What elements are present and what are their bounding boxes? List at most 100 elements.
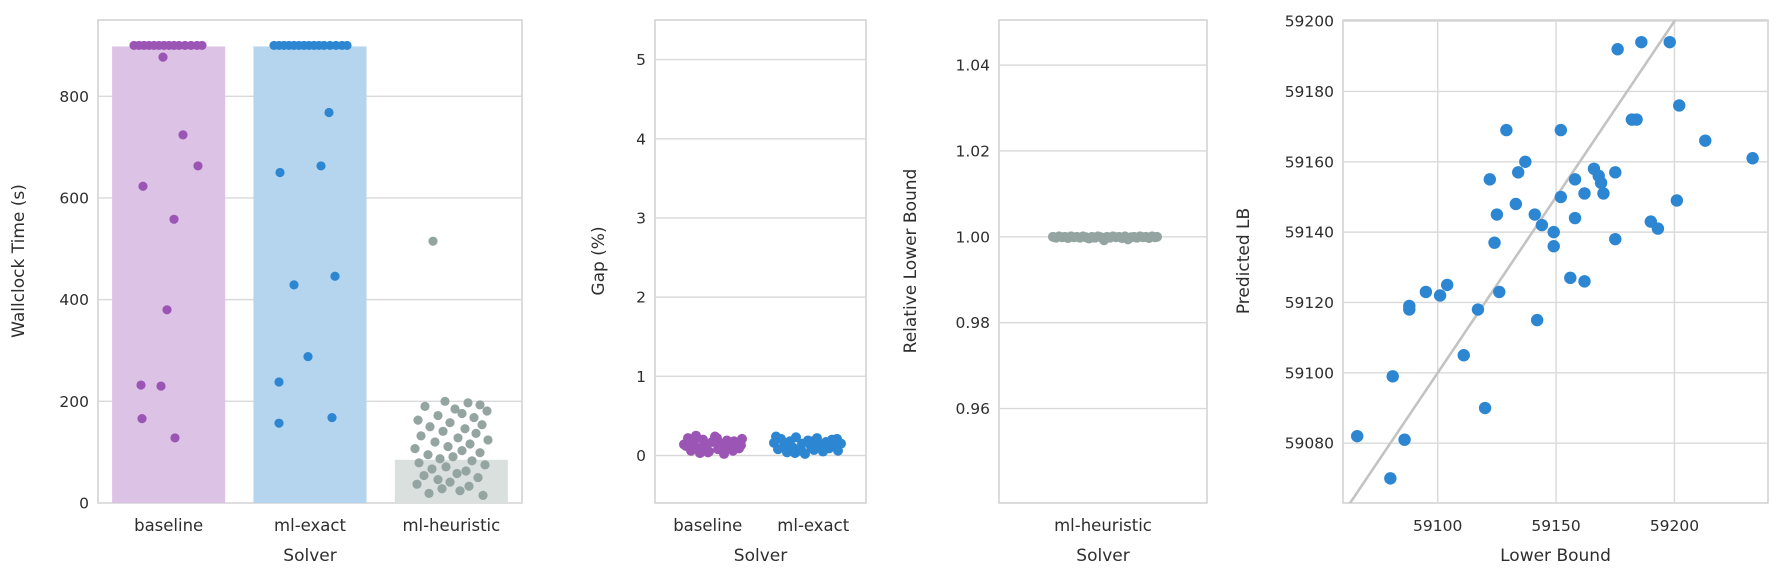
- data-point: [324, 107, 334, 118]
- data-point: [1488, 236, 1501, 249]
- data-point: [136, 380, 146, 390]
- data-point: [478, 490, 488, 500]
- data-point: [428, 236, 438, 246]
- y-tick-label: 800: [59, 88, 89, 106]
- data-point: [1403, 303, 1416, 316]
- x-tick-label: baseline: [673, 516, 742, 535]
- x-axis-label: Solver: [1076, 546, 1129, 566]
- data-point: [275, 167, 285, 178]
- chart-wallclock: 0 200 400 600 800 baseline ml-exact ml-heuristi…: [9, 19, 523, 566]
- data-point: [1635, 35, 1648, 49]
- data-point: [457, 408, 467, 419]
- data-point: [440, 396, 450, 406]
- data-point: [1457, 349, 1470, 362]
- data-point: [1554, 123, 1568, 137]
- data-point: [330, 271, 340, 281]
- data-point: [1670, 194, 1684, 207]
- data-point: [463, 398, 473, 408]
- data-point: [1547, 239, 1560, 253]
- data-point: [1535, 218, 1549, 232]
- data-point: [1746, 152, 1759, 165]
- plot-area: [654, 19, 867, 504]
- data-point: [790, 448, 800, 459]
- data-point: [685, 437, 695, 448]
- x-axis-label: Lower Bound: [1500, 546, 1611, 566]
- data-point: [471, 428, 481, 438]
- data-point: [1630, 113, 1643, 126]
- data-point: [327, 412, 337, 423]
- y-tick-label: 59080: [1285, 435, 1334, 453]
- data-point: [445, 477, 455, 487]
- data-point: [162, 305, 172, 315]
- data-point: [433, 410, 443, 421]
- data-point: [158, 52, 168, 62]
- data-point: [465, 439, 475, 449]
- data-point: [1493, 285, 1506, 299]
- data-point: [316, 161, 326, 171]
- data-point: [1490, 208, 1504, 221]
- chart-scatter: 59080 59100 59120 59140 59160 59180 59200 59100…: [1234, 13, 1769, 566]
- data-point: [1597, 187, 1610, 200]
- y-tick-label: 59140: [1285, 224, 1334, 242]
- data-point: [483, 435, 493, 445]
- data-point: [1554, 190, 1568, 204]
- y-tick-label: 5: [636, 51, 646, 69]
- bar: [112, 46, 226, 503]
- data-point: [1568, 211, 1582, 225]
- data-point: [169, 214, 179, 224]
- data-point: [1578, 187, 1591, 200]
- data-point: [1384, 472, 1397, 485]
- x-tick-label: 59150: [1531, 517, 1580, 535]
- data-point: [289, 280, 299, 290]
- y-tick-label: 0: [79, 495, 89, 513]
- data-point: [433, 475, 443, 485]
- y-tick-label: 1.04: [955, 57, 990, 75]
- x-tick-label: ml-heuristic: [402, 516, 500, 535]
- chart-rlb: 0.96 0.98 1.00 1.02 1.04 ml-heuristic Solver Re…: [901, 19, 1208, 566]
- data-point: [1386, 370, 1399, 383]
- data-point: [1478, 401, 1492, 415]
- y-axis-label: Gap (%): [589, 226, 609, 295]
- y-tick-label: 59160: [1285, 153, 1334, 171]
- data-point: [1547, 225, 1560, 239]
- data-point: [820, 442, 830, 453]
- chart-gap: 0 1 2 3 4 5 baseline ml-exact Solver Gap (%): [589, 19, 867, 566]
- x-axis-label: Solver: [734, 546, 787, 566]
- data-point: [1609, 166, 1622, 179]
- data-point: [832, 433, 842, 444]
- data-point: [452, 468, 462, 479]
- data-point: [435, 454, 445, 464]
- y-axis-label: Wallclock Time (s): [9, 184, 29, 338]
- data-point: [274, 418, 284, 428]
- data-point: [156, 381, 166, 391]
- data-point: [441, 462, 451, 472]
- data-point: [138, 181, 148, 191]
- data-point: [1440, 278, 1454, 292]
- data-point: [443, 441, 453, 452]
- data-point: [1663, 35, 1676, 49]
- plot-area: [998, 19, 1208, 504]
- y-tick-label: 3: [636, 209, 646, 227]
- data-point: [453, 433, 463, 443]
- data-point: [425, 422, 435, 432]
- data-point: [1483, 173, 1496, 186]
- data-point: [1568, 173, 1582, 186]
- data-point: [303, 351, 313, 362]
- x-tick-label: 59100: [1413, 517, 1462, 535]
- data-point: [712, 433, 722, 444]
- data-point: [1398, 433, 1411, 446]
- data-point: [342, 40, 352, 51]
- data-point: [416, 431, 426, 441]
- data-point: [450, 404, 460, 414]
- data-point: [691, 430, 701, 441]
- data-point: [1530, 313, 1544, 327]
- data-point: [419, 470, 429, 481]
- data-point: [1152, 231, 1162, 242]
- data-point: [460, 424, 470, 434]
- data-point: [480, 460, 490, 470]
- data-point: [455, 486, 465, 496]
- data-point: [178, 130, 188, 140]
- data-point: [475, 448, 485, 458]
- x-tick-label: baseline: [134, 516, 203, 535]
